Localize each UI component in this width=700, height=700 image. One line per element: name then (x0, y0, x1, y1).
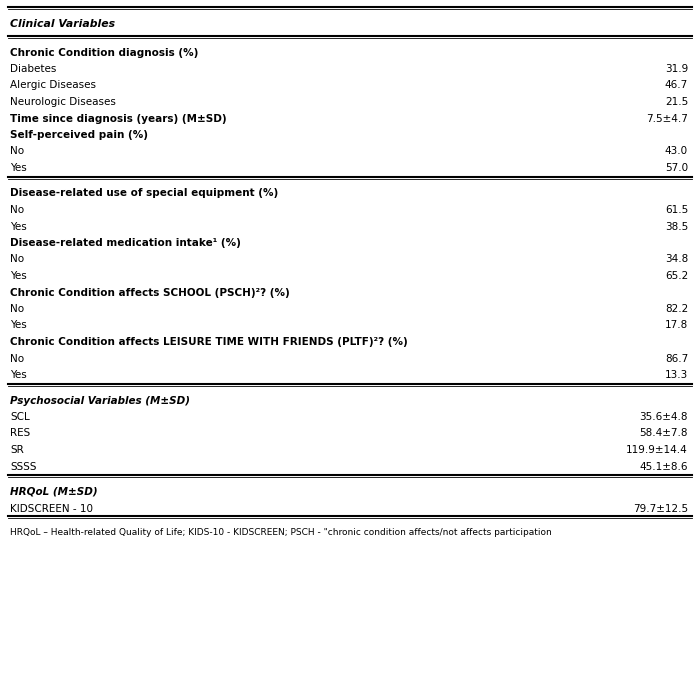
Text: Yes: Yes (10, 163, 27, 173)
Text: Yes: Yes (10, 221, 27, 232)
Text: 86.7: 86.7 (665, 354, 688, 363)
Text: 58.4±7.8: 58.4±7.8 (640, 428, 688, 438)
Text: No: No (10, 255, 24, 265)
Text: 21.5: 21.5 (665, 97, 688, 107)
Text: SR: SR (10, 445, 24, 455)
Text: No: No (10, 205, 24, 215)
Text: 13.3: 13.3 (665, 370, 688, 380)
Text: 45.1±8.6: 45.1±8.6 (640, 461, 688, 472)
Text: 43.0: 43.0 (665, 146, 688, 157)
Text: Chronic Condition diagnosis (%): Chronic Condition diagnosis (%) (10, 48, 198, 57)
Text: Disease-related use of special equipment (%): Disease-related use of special equipment… (10, 188, 279, 199)
Text: 119.9±14.4: 119.9±14.4 (626, 445, 688, 455)
Text: Chronic Condition affects SCHOOL (PSCH)²? (%): Chronic Condition affects SCHOOL (PSCH)²… (10, 288, 290, 298)
Text: Time since diagnosis (years) (M±SD): Time since diagnosis (years) (M±SD) (10, 113, 227, 123)
Text: 35.6±4.8: 35.6±4.8 (640, 412, 688, 422)
Text: SCL: SCL (10, 412, 29, 422)
Text: Chronic Condition affects LEISURE TIME WITH FRIENDS (PLTF)²? (%): Chronic Condition affects LEISURE TIME W… (10, 337, 407, 347)
Text: Yes: Yes (10, 321, 27, 330)
Text: 38.5: 38.5 (665, 221, 688, 232)
Text: Yes: Yes (10, 370, 27, 380)
Text: No: No (10, 354, 24, 363)
Text: Yes: Yes (10, 271, 27, 281)
Text: No: No (10, 146, 24, 157)
Text: 31.9: 31.9 (665, 64, 688, 74)
Text: Alergic Diseases: Alergic Diseases (10, 80, 96, 90)
Text: Clinical Variables: Clinical Variables (10, 19, 115, 29)
Text: 34.8: 34.8 (665, 255, 688, 265)
Text: Diabetes: Diabetes (10, 64, 57, 74)
Text: SSSS: SSSS (10, 461, 36, 472)
Text: Psychosocial Variables (M±SD): Psychosocial Variables (M±SD) (10, 395, 190, 405)
Text: 61.5: 61.5 (665, 205, 688, 215)
Text: 17.8: 17.8 (665, 321, 688, 330)
Text: 46.7: 46.7 (665, 80, 688, 90)
Text: HRQoL – Health-related Quality of Life; KIDS-10 - KIDSCREEN; PSCH - "chronic con: HRQoL – Health-related Quality of Life; … (10, 528, 552, 537)
Text: 79.7±12.5: 79.7±12.5 (633, 503, 688, 514)
Text: 57.0: 57.0 (665, 163, 688, 173)
Text: RES: RES (10, 428, 30, 438)
Text: Self-perceived pain (%): Self-perceived pain (%) (10, 130, 148, 140)
Text: 7.5±4.7: 7.5±4.7 (646, 113, 688, 123)
Text: KIDSCREEN - 10: KIDSCREEN - 10 (10, 503, 93, 514)
Text: HRQoL (M±SD): HRQoL (M±SD) (10, 487, 97, 497)
Text: No: No (10, 304, 24, 314)
Text: 82.2: 82.2 (665, 304, 688, 314)
Text: 65.2: 65.2 (665, 271, 688, 281)
Text: Disease-related medication intake¹ (%): Disease-related medication intake¹ (%) (10, 238, 241, 248)
Text: Neurologic Diseases: Neurologic Diseases (10, 97, 116, 107)
